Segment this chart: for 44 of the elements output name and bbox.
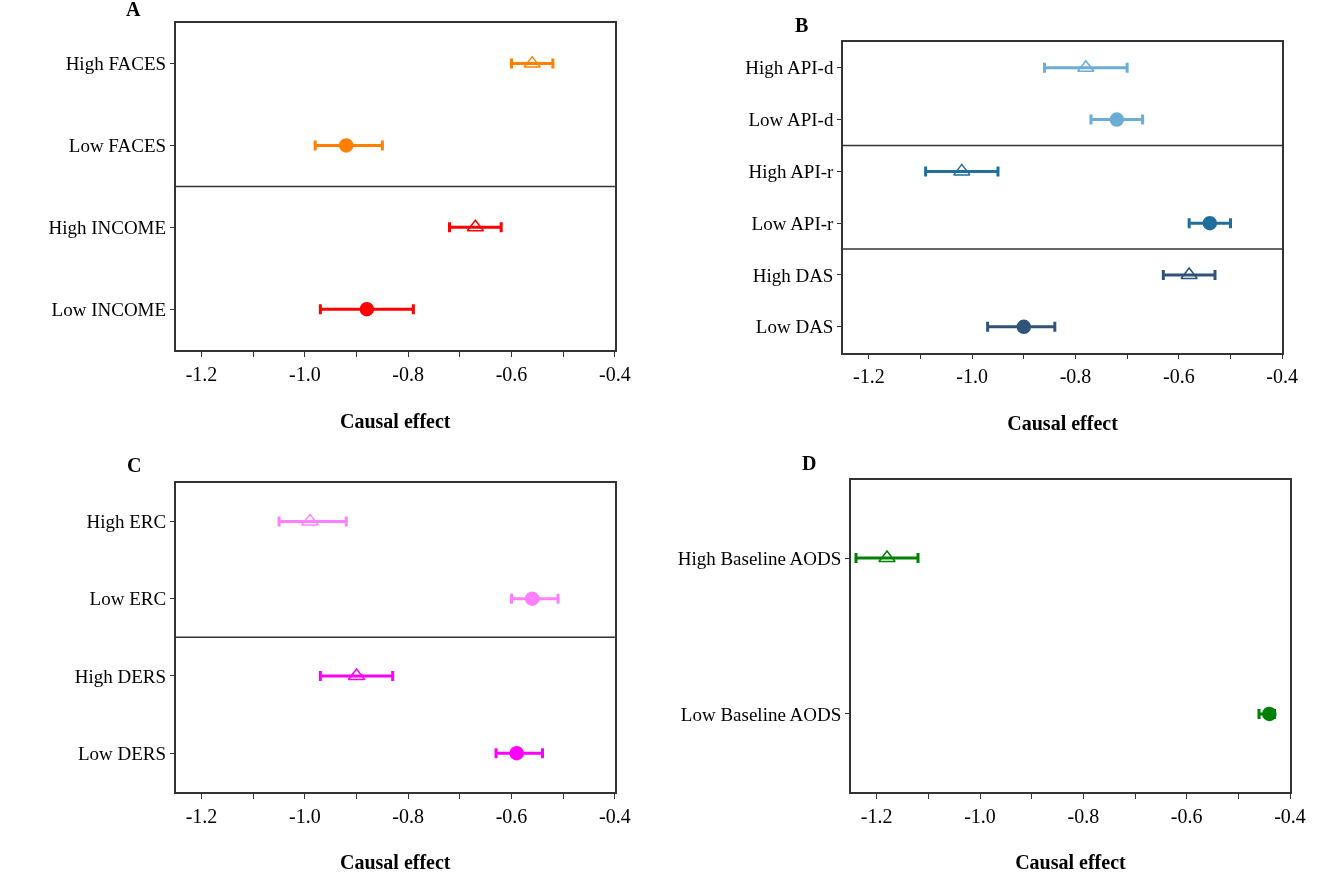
y-tick-label: High DERS (74, 665, 167, 687)
x-tick-label: -0.6 (1170, 804, 1203, 827)
y-tick-label: Low API-r (751, 212, 835, 234)
x-tick-label: -1.2 (185, 362, 218, 385)
y-tick-label: High INCOME (48, 216, 167, 238)
y-tick-label: High ERC (86, 511, 167, 533)
chart-title: A (126, 0, 141, 20)
x-tick-label: -1.0 (289, 804, 321, 827)
x-tick-label: -0.8 (1059, 365, 1092, 388)
x-tick-label: -0.4 (1266, 365, 1298, 388)
x-tick-label: -0.4 (599, 804, 631, 827)
x-tick-label: -1.2 (860, 804, 893, 827)
x-tick-label: -0.4 (599, 362, 631, 385)
x-tick-label: -1.2 (185, 804, 218, 827)
y-tick-label: Low Baseline AODS (680, 703, 842, 725)
x-tick-label: -1.0 (956, 365, 988, 388)
y-tick-label: Low FACES (68, 135, 167, 157)
x-axis-title: Causal effect (1015, 851, 1127, 873)
y-tick-label: High Baseline AODS (677, 547, 842, 569)
y-tick-label: Low DAS (755, 316, 834, 338)
y-tick-label: Low INCOME (51, 298, 167, 320)
x-axis-title: Causal effect (1007, 412, 1119, 435)
x-tick-label: -0.8 (392, 804, 425, 827)
x-tick-label: -0.4 (1274, 804, 1306, 827)
chart-title: B (795, 14, 809, 36)
y-tick-label: High API-r (748, 161, 835, 183)
chart-title: D (802, 452, 817, 474)
x-tick-label: -0.6 (495, 362, 528, 385)
x-tick-label: -1.2 (852, 365, 885, 388)
x-axis-title: Causal effect (340, 851, 451, 873)
y-tick-label: High API-d (745, 57, 834, 79)
y-tick-label: Low DERS (77, 742, 167, 764)
y-tick-label: Low API-d (748, 109, 834, 131)
x-tick-label: -0.8 (1067, 804, 1100, 827)
chart-title: C (127, 454, 142, 476)
y-tick-label: Low ERC (89, 588, 167, 610)
x-tick-label: -0.6 (1162, 365, 1195, 388)
x-tick-label: -1.0 (289, 362, 321, 385)
x-tick-label: -0.8 (392, 362, 425, 385)
x-tick-label: -1.0 (964, 804, 996, 827)
x-axis-title: Causal effect (340, 409, 451, 432)
y-tick-label: High FACES (65, 53, 167, 75)
x-tick-label: -0.6 (495, 804, 528, 827)
y-tick-label: High DAS (752, 264, 834, 286)
